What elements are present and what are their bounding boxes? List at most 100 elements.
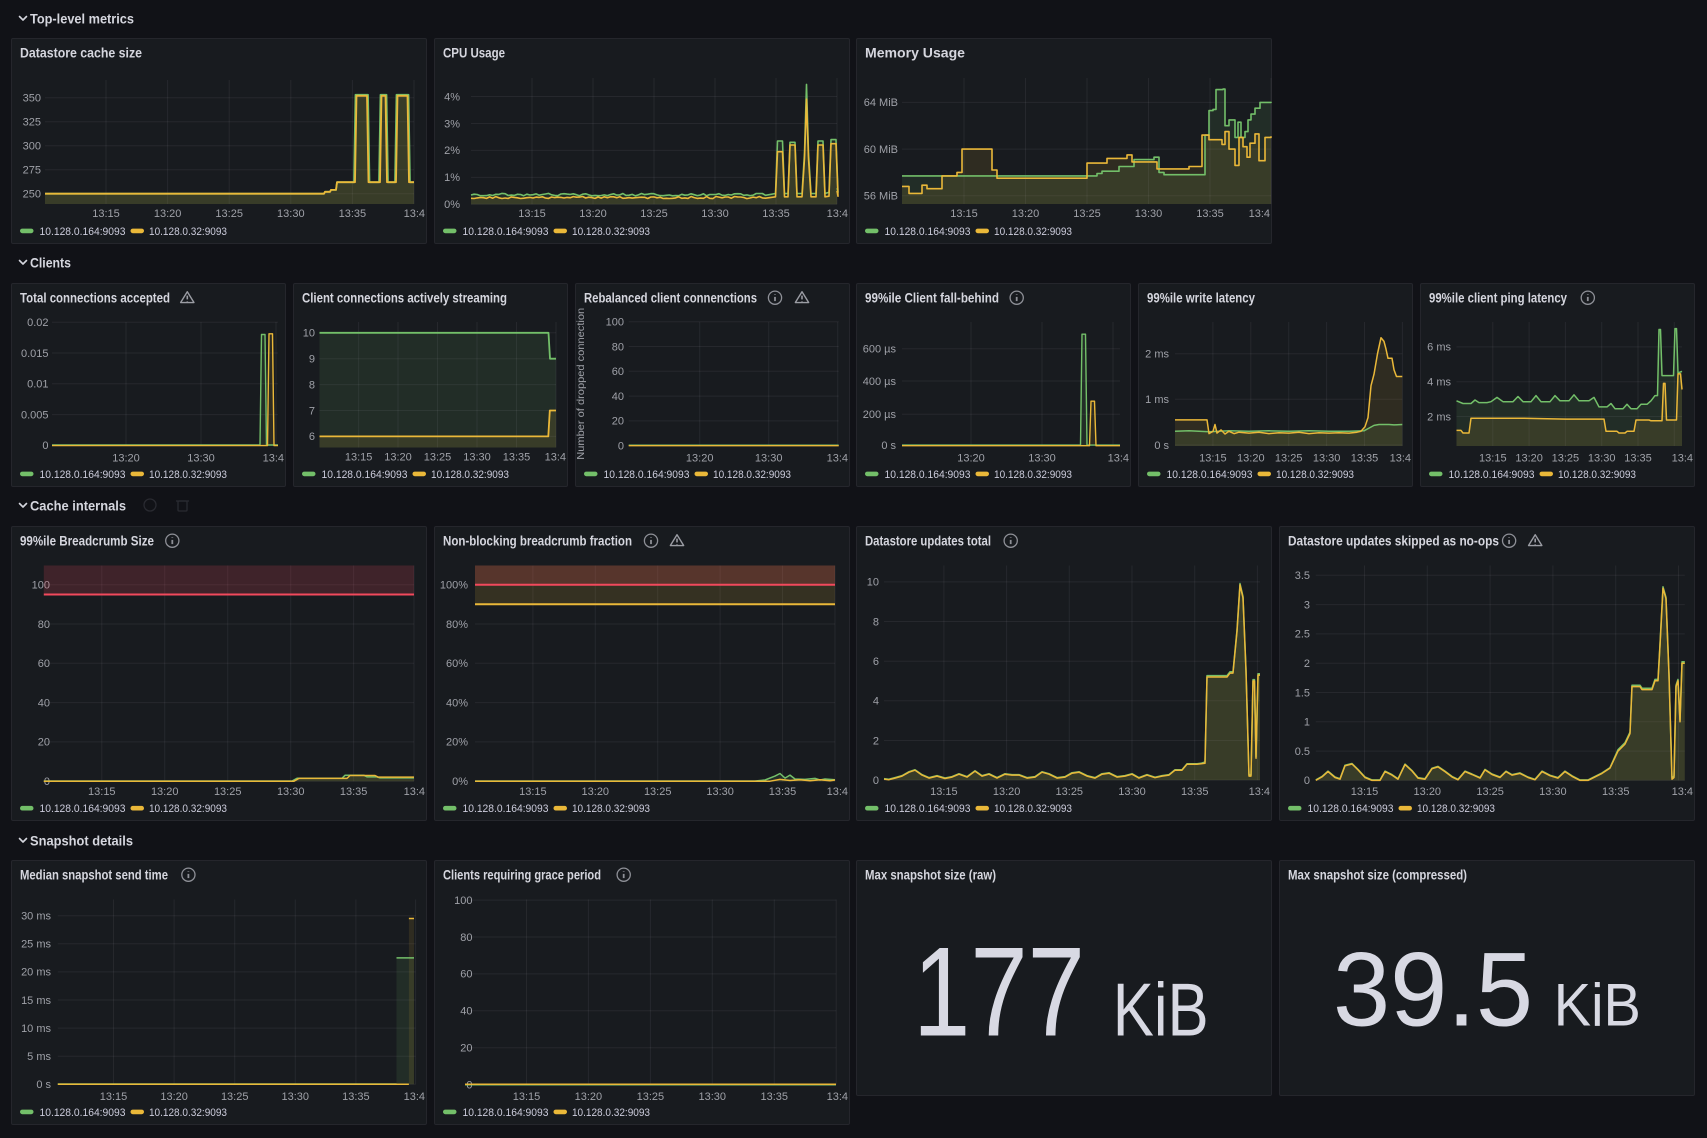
svg-text:2: 2 bbox=[873, 735, 879, 747]
svg-text:1%: 1% bbox=[444, 172, 460, 184]
svg-text:1 ms: 1 ms bbox=[1145, 394, 1169, 406]
svg-text:10.128.0.32:9093: 10.128.0.32:9093 bbox=[572, 1107, 650, 1119]
svg-text:7: 7 bbox=[309, 405, 315, 417]
svg-text:20: 20 bbox=[38, 736, 50, 748]
svg-text:39.5: 39.5 bbox=[1333, 932, 1533, 1049]
svg-text:13:30: 13:30 bbox=[754, 453, 782, 465]
svg-text:13:4: 13:4 bbox=[826, 786, 847, 798]
svg-text:177: 177 bbox=[913, 920, 1085, 1062]
svg-text:0 s: 0 s bbox=[1154, 440, 1169, 452]
svg-text:2.5: 2.5 bbox=[1294, 628, 1309, 640]
svg-text:10.128.0.32:9093: 10.128.0.32:9093 bbox=[713, 469, 791, 481]
svg-text:13:4: 13:4 bbox=[1671, 786, 1692, 798]
svg-text:10.128.0.164:9093: 10.128.0.164:9093 bbox=[885, 226, 971, 238]
svg-text:40%: 40% bbox=[446, 697, 468, 709]
svg-text:5 ms: 5 ms bbox=[27, 1051, 51, 1063]
svg-text:13:35: 13:35 bbox=[1601, 786, 1629, 798]
svg-text:10.128.0.164:9093: 10.128.0.164:9093 bbox=[40, 1107, 126, 1119]
svg-text:13:4: 13:4 bbox=[826, 453, 847, 465]
svg-text:13:15: 13:15 bbox=[950, 208, 978, 220]
svg-text:10.128.0.32:9093: 10.128.0.32:9093 bbox=[1558, 469, 1636, 481]
svg-text:13:15: 13:15 bbox=[1479, 453, 1507, 465]
svg-text:20%: 20% bbox=[446, 736, 468, 748]
svg-text:99%ile write latency: 99%ile write latency bbox=[1147, 291, 1255, 306]
svg-text:Max snapshot size (raw): Max snapshot size (raw) bbox=[865, 868, 996, 883]
svg-text:0: 0 bbox=[617, 440, 623, 452]
svg-text:KiB: KiB bbox=[1113, 967, 1209, 1051]
svg-text:80: 80 bbox=[460, 932, 472, 944]
svg-text:13:25: 13:25 bbox=[214, 786, 242, 798]
svg-text:2 ms: 2 ms bbox=[1427, 411, 1451, 423]
svg-text:10.128.0.32:9093: 10.128.0.32:9093 bbox=[994, 226, 1072, 238]
svg-text:10.128.0.32:9093: 10.128.0.32:9093 bbox=[1417, 803, 1495, 815]
svg-text:6: 6 bbox=[873, 655, 879, 667]
svg-text:10.128.0.32:9093: 10.128.0.32:9093 bbox=[431, 469, 509, 481]
svg-text:13:20: 13:20 bbox=[1237, 453, 1265, 465]
svg-text:10: 10 bbox=[867, 576, 879, 588]
svg-text:CPU Usage: CPU Usage bbox=[443, 46, 505, 61]
svg-text:13:15: 13:15 bbox=[519, 786, 547, 798]
svg-text:Non-blocking breadcrumb fracti: Non-blocking breadcrumb fraction bbox=[443, 533, 632, 548]
svg-text:0 s: 0 s bbox=[882, 440, 897, 452]
svg-text:1: 1 bbox=[1303, 716, 1309, 728]
svg-text:99%ile Breadcrumb Size: 99%ile Breadcrumb Size bbox=[20, 533, 154, 548]
svg-text:13:25: 13:25 bbox=[1275, 453, 1303, 465]
svg-text:25 ms: 25 ms bbox=[21, 939, 51, 951]
svg-text:300: 300 bbox=[23, 141, 41, 153]
svg-text:13:15: 13:15 bbox=[518, 208, 546, 220]
svg-text:13:30: 13:30 bbox=[1588, 453, 1616, 465]
svg-text:0%: 0% bbox=[444, 199, 460, 211]
svg-text:13:20: 13:20 bbox=[112, 453, 140, 465]
svg-text:100: 100 bbox=[32, 579, 50, 591]
svg-text:30 ms: 30 ms bbox=[21, 910, 51, 922]
svg-text:10.128.0.32:9093: 10.128.0.32:9093 bbox=[149, 803, 227, 815]
svg-text:13:35: 13:35 bbox=[1181, 786, 1209, 798]
svg-text:10.128.0.164:9093: 10.128.0.164:9093 bbox=[603, 469, 689, 481]
svg-text:10.128.0.164:9093: 10.128.0.164:9093 bbox=[40, 469, 126, 481]
svg-text:13:4: 13:4 bbox=[544, 452, 565, 464]
svg-text:0 s: 0 s bbox=[36, 1079, 51, 1091]
svg-text:13:20: 13:20 bbox=[957, 453, 985, 465]
svg-text:13:30: 13:30 bbox=[1118, 786, 1146, 798]
svg-text:0: 0 bbox=[44, 775, 50, 787]
svg-text:10.128.0.32:9093: 10.128.0.32:9093 bbox=[994, 469, 1072, 481]
svg-text:10.128.0.164:9093: 10.128.0.164:9093 bbox=[885, 469, 971, 481]
svg-text:13:25: 13:25 bbox=[643, 786, 671, 798]
svg-text:13:4: 13:4 bbox=[826, 208, 847, 220]
svg-text:0: 0 bbox=[873, 774, 879, 786]
svg-text:13:30: 13:30 bbox=[1135, 208, 1163, 220]
svg-text:13:30: 13:30 bbox=[1313, 453, 1341, 465]
svg-text:13:25: 13:25 bbox=[1056, 786, 1084, 798]
svg-text:13:35: 13:35 bbox=[339, 208, 367, 220]
svg-text:3%: 3% bbox=[444, 118, 460, 130]
svg-text:6: 6 bbox=[309, 431, 315, 443]
svg-text:13:4: 13:4 bbox=[1390, 453, 1411, 465]
svg-text:10.128.0.164:9093: 10.128.0.164:9093 bbox=[40, 226, 126, 238]
svg-text:13:30: 13:30 bbox=[698, 1091, 726, 1103]
svg-text:10.128.0.164:9093: 10.128.0.164:9093 bbox=[321, 469, 407, 481]
svg-text:10.128.0.164:9093: 10.128.0.164:9093 bbox=[1307, 803, 1393, 815]
svg-text:Snapshot details: Snapshot details bbox=[30, 832, 133, 848]
svg-text:0: 0 bbox=[42, 440, 48, 452]
svg-text:13:35: 13:35 bbox=[760, 1091, 788, 1103]
svg-text:80: 80 bbox=[38, 618, 50, 630]
svg-text:13:20: 13:20 bbox=[384, 452, 412, 464]
svg-text:13:30: 13:30 bbox=[1539, 786, 1567, 798]
svg-text:13:20: 13:20 bbox=[1515, 453, 1543, 465]
svg-text:64 MiB: 64 MiB bbox=[864, 97, 898, 109]
svg-text:10.128.0.32:9093: 10.128.0.32:9093 bbox=[149, 1107, 227, 1119]
svg-text:10.128.0.32:9093: 10.128.0.32:9093 bbox=[994, 803, 1072, 815]
svg-text:Number of dropped connection: Number of dropped connection bbox=[576, 308, 587, 460]
svg-text:60: 60 bbox=[38, 658, 50, 670]
svg-text:13:15: 13:15 bbox=[512, 1091, 540, 1103]
svg-text:60: 60 bbox=[460, 969, 472, 981]
svg-text:13:35: 13:35 bbox=[1624, 453, 1652, 465]
svg-text:13:4: 13:4 bbox=[1249, 208, 1270, 220]
svg-text:Clients: Clients bbox=[30, 254, 71, 270]
svg-text:13:25: 13:25 bbox=[1551, 453, 1579, 465]
svg-text:100: 100 bbox=[605, 317, 623, 329]
svg-text:0: 0 bbox=[1303, 775, 1309, 787]
svg-text:40: 40 bbox=[460, 1006, 472, 1018]
svg-text:10.128.0.32:9093: 10.128.0.32:9093 bbox=[572, 226, 650, 238]
svg-text:Median snapshot send time: Median snapshot send time bbox=[20, 867, 168, 882]
